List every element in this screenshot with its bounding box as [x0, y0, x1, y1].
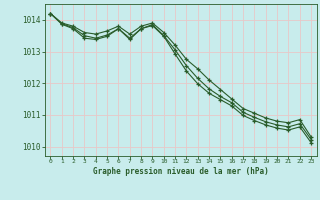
X-axis label: Graphe pression niveau de la mer (hPa): Graphe pression niveau de la mer (hPa): [93, 167, 269, 176]
